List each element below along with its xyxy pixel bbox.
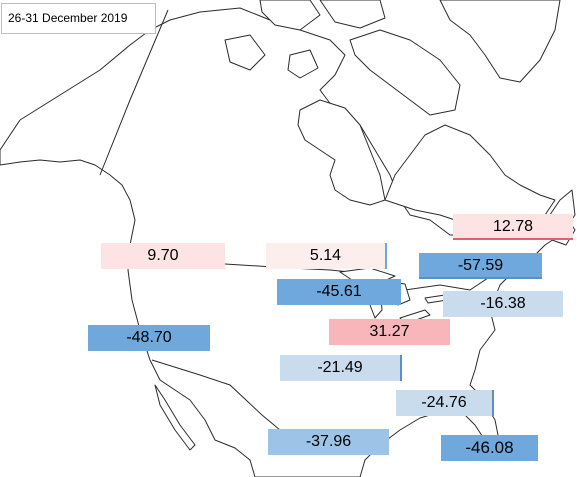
mainland-outline [0, 7, 576, 477]
value-label-minus-37-96: -37.96 [268, 429, 389, 455]
baja-california [154, 384, 196, 451]
greenland [439, 0, 561, 83]
hudson-bay [297, 99, 386, 206]
value-label-9-70: 9.70 [101, 243, 225, 269]
arctic-island-2 [319, 0, 386, 29]
arctic-island-3 [224, 34, 266, 71]
value-label-12-78: 12.78 [453, 214, 573, 240]
value-label-minus-16-38: -16.38 [443, 291, 563, 317]
baffin-island [349, 29, 461, 116]
value-label-minus-46-08: -46.08 [441, 435, 538, 461]
alaska-border [99, 9, 169, 176]
labrador-peninsula [384, 124, 556, 226]
arctic-island-1 [259, 0, 321, 31]
us-mexico-border [151, 359, 281, 431]
arctic-island-4 [287, 49, 319, 79]
value-label-minus-24-76: -24.76 [396, 390, 494, 416]
value-label-5-14: 5.14 [266, 243, 387, 269]
value-label-minus-45-61: -45.61 [277, 279, 401, 305]
value-label-minus-57-59: -57.59 [419, 253, 542, 279]
value-label-minus-21-49: -21.49 [280, 355, 402, 381]
value-label-31-27: 31.27 [329, 319, 450, 345]
value-label-minus-48-70: -48.70 [88, 325, 210, 351]
date-range-title: 26-31 December 2019 [1, 3, 156, 34]
